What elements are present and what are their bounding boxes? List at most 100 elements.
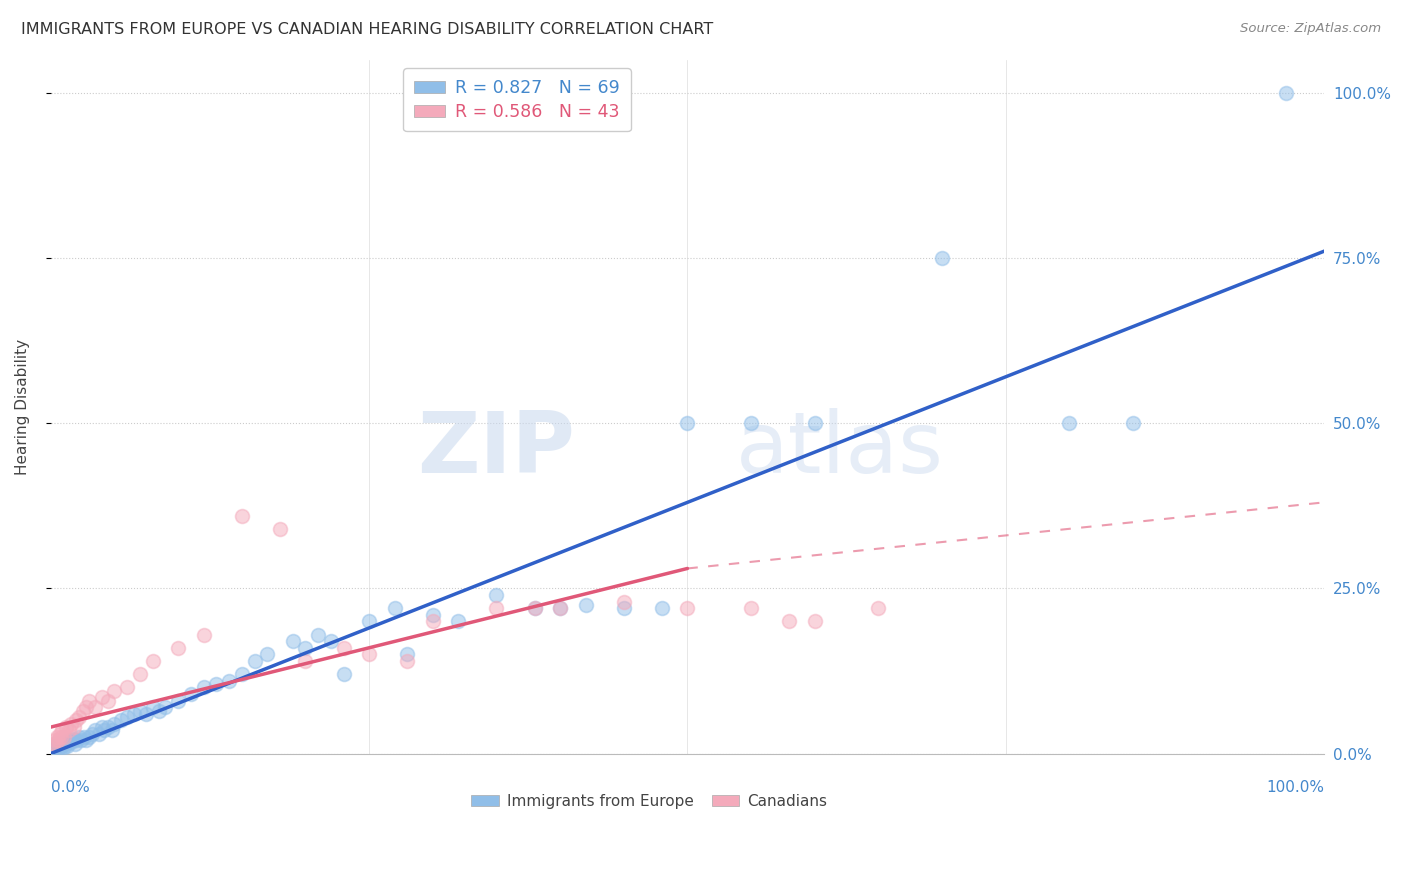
Point (53, 734, 76, 748)
Point (1122, 416, 1144, 430)
Point (52, 730, 75, 744)
Point (243, 654, 266, 668)
Point (52, 739, 75, 754)
Point (84, 700, 107, 714)
Point (76, 733, 98, 747)
Point (60, 716, 83, 731)
Point (65, 714, 87, 728)
Point (72, 704, 94, 718)
Point (90, 690, 112, 705)
Point (651, 601, 673, 615)
Point (613, 601, 636, 615)
Point (93, 723, 115, 738)
Point (48, 739, 70, 754)
Point (103, 716, 125, 731)
Point (55, 737, 77, 751)
Point (45, 737, 67, 751)
Point (256, 648, 278, 662)
Point (485, 601, 508, 615)
Point (231, 508, 253, 523)
Point (129, 704, 152, 718)
Point (115, 681, 138, 695)
Point (294, 640, 316, 655)
Point (67, 730, 90, 744)
Point (931, 251, 953, 265)
Point (63, 737, 86, 751)
Point (77, 693, 100, 707)
Point (231, 667, 253, 681)
Point (218, 673, 240, 688)
Point (122, 706, 145, 721)
Legend: Immigrants from Europe, Canadians: Immigrants from Europe, Canadians (465, 788, 834, 815)
Point (97, 693, 120, 707)
Point (396, 654, 419, 668)
Point (523, 601, 546, 615)
Point (49, 737, 72, 751)
Point (44, 739, 66, 753)
Point (51, 723, 73, 738)
Point (62, 720, 84, 734)
Point (167, 640, 190, 655)
Point (1274, 86, 1296, 100)
Point (180, 687, 202, 701)
Point (56, 739, 79, 753)
Point (205, 677, 228, 691)
Point (332, 640, 354, 655)
Point (422, 615, 444, 629)
Point (110, 714, 132, 728)
Point (46, 737, 69, 751)
Point (48, 733, 70, 747)
Point (77, 730, 100, 744)
Point (294, 654, 316, 668)
Point (359, 648, 381, 662)
Point (548, 601, 571, 615)
Point (44, 733, 66, 747)
Point (613, 594, 636, 608)
Text: ZIP: ZIP (418, 408, 575, 491)
Point (62, 731, 84, 746)
Point (485, 588, 508, 602)
Point (574, 598, 596, 612)
Point (332, 667, 354, 681)
Point (89, 727, 111, 741)
Point (142, 654, 165, 668)
Point (307, 627, 329, 641)
Point (319, 634, 342, 648)
Point (193, 681, 215, 695)
Text: Source: ZipAtlas.com: Source: ZipAtlas.com (1240, 22, 1381, 36)
Point (42, 739, 65, 754)
Point (193, 627, 215, 641)
Point (84, 723, 107, 738)
Point (58, 723, 80, 738)
Point (80, 727, 103, 741)
Point (42, 737, 65, 751)
Point (45, 739, 67, 754)
Point (73, 730, 96, 744)
Point (129, 667, 152, 681)
Point (803, 416, 825, 430)
Point (384, 601, 406, 615)
Point (148, 704, 170, 718)
Y-axis label: Hearing Disability: Hearing Disability (15, 338, 30, 475)
Point (676, 601, 699, 615)
Point (396, 648, 419, 662)
Point (46, 730, 69, 744)
Point (868, 601, 890, 615)
Point (142, 700, 165, 714)
Point (55, 720, 77, 734)
Point (447, 615, 470, 629)
Point (103, 683, 125, 698)
Point (359, 615, 381, 629)
Point (269, 522, 291, 536)
Point (49, 730, 72, 744)
Point (48, 727, 70, 741)
Text: 0.0%: 0.0% (51, 780, 90, 795)
Point (281, 634, 304, 648)
Point (115, 710, 138, 724)
Text: 100.0%: 100.0% (1265, 780, 1324, 795)
Point (97, 720, 120, 734)
Point (101, 723, 124, 738)
Point (67, 710, 90, 724)
Point (70, 733, 93, 747)
Point (676, 416, 699, 430)
